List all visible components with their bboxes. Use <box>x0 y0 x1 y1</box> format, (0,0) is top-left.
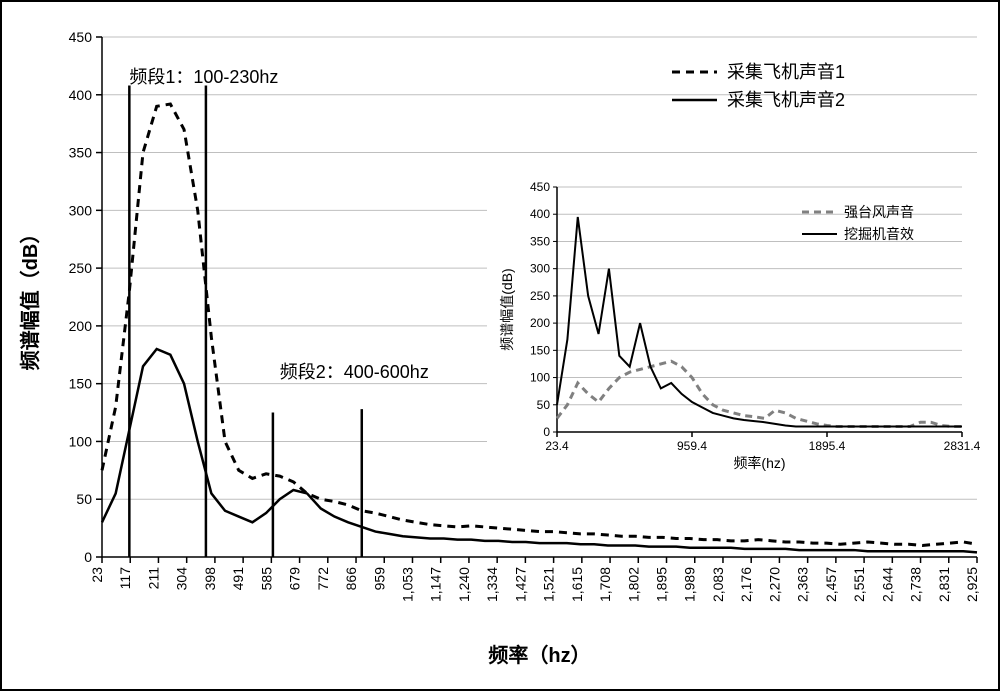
svg-text:1,615: 1,615 <box>569 567 585 602</box>
svg-text:2,925: 2,925 <box>964 567 980 602</box>
chart-container: 0 50 100 150 200 250 300 350 400 450 23 117 211 304 39… <box>0 0 1000 691</box>
svg-text:350: 350 <box>530 234 550 248</box>
svg-text:491: 491 <box>230 567 246 591</box>
svg-text:250: 250 <box>530 289 550 303</box>
main-chart-svg: 0 50 100 150 200 250 300 350 400 450 23 117 211 304 39… <box>2 2 1000 693</box>
svg-text:300: 300 <box>69 202 93 218</box>
svg-text:挖掘机音效: 挖掘机音效 <box>844 226 914 242</box>
svg-text:959.4: 959.4 <box>677 439 707 453</box>
svg-text:150: 150 <box>69 376 93 392</box>
svg-text:1,989: 1,989 <box>682 567 698 602</box>
svg-text:2,363: 2,363 <box>795 567 811 602</box>
svg-text:959: 959 <box>371 567 387 591</box>
svg-text:1,521: 1,521 <box>541 567 557 602</box>
svg-text:2,738: 2,738 <box>908 567 924 602</box>
svg-text:2,083: 2,083 <box>710 567 726 602</box>
svg-text:频段1：100-230hz: 频段1：100-230hz <box>129 67 278 87</box>
svg-text:频谱幅值(dB): 频谱幅值(dB) <box>499 268 515 350</box>
svg-text:304: 304 <box>174 567 190 591</box>
svg-text:398: 398 <box>202 567 218 591</box>
svg-text:117: 117 <box>117 567 133 590</box>
svg-text:450: 450 <box>530 180 550 194</box>
svg-text:频率（hz）: 频率（hz） <box>488 643 590 667</box>
svg-text:1895.4: 1895.4 <box>809 439 846 453</box>
svg-text:2,644: 2,644 <box>879 567 895 602</box>
svg-text:350: 350 <box>69 145 93 161</box>
svg-text:采集飞机声音2: 采集飞机声音2 <box>727 90 845 110</box>
svg-text:50: 50 <box>537 398 551 412</box>
svg-text:23: 23 <box>89 567 105 583</box>
svg-text:2,831: 2,831 <box>936 567 952 602</box>
svg-text:1,147: 1,147 <box>428 567 444 602</box>
svg-text:1,334: 1,334 <box>484 567 500 602</box>
svg-text:250: 250 <box>69 260 93 276</box>
svg-text:频谱幅值（dB）: 频谱幅值（dB） <box>18 224 42 371</box>
svg-text:400: 400 <box>530 207 550 221</box>
svg-text:2831.4: 2831.4 <box>944 439 981 453</box>
svg-text:100: 100 <box>69 433 93 449</box>
svg-text:强台风声音: 强台风声音 <box>844 204 914 220</box>
svg-text:211: 211 <box>145 567 161 590</box>
svg-text:200: 200 <box>530 316 550 330</box>
svg-text:1,053: 1,053 <box>399 567 415 602</box>
svg-text:585: 585 <box>258 567 274 591</box>
svg-text:2,270: 2,270 <box>766 567 782 602</box>
svg-text:150: 150 <box>530 343 550 357</box>
svg-text:频段2：400-600hz: 频段2：400-600hz <box>280 362 429 382</box>
svg-text:2,551: 2,551 <box>851 567 867 602</box>
svg-text:1,708: 1,708 <box>597 567 613 602</box>
svg-text:100: 100 <box>530 371 550 385</box>
svg-text:200: 200 <box>69 318 93 334</box>
svg-text:0: 0 <box>84 549 92 565</box>
svg-text:2,176: 2,176 <box>738 567 754 602</box>
svg-text:866: 866 <box>343 567 359 591</box>
svg-text:300: 300 <box>530 262 550 276</box>
svg-text:772: 772 <box>315 567 331 591</box>
svg-text:1,895: 1,895 <box>654 567 670 602</box>
svg-text:2,457: 2,457 <box>823 567 839 602</box>
svg-text:1,427: 1,427 <box>512 567 528 602</box>
svg-text:1,802: 1,802 <box>625 567 641 602</box>
svg-text:采集飞机声音1: 采集飞机声音1 <box>727 62 845 82</box>
svg-text:23.4: 23.4 <box>545 439 569 453</box>
svg-text:679: 679 <box>287 567 303 591</box>
svg-text:0: 0 <box>543 425 550 439</box>
svg-text:1,240: 1,240 <box>456 567 472 602</box>
svg-text:450: 450 <box>69 29 93 45</box>
svg-text:50: 50 <box>76 491 92 507</box>
svg-text:400: 400 <box>69 87 93 103</box>
svg-text:频率(hz): 频率(hz) <box>733 455 785 471</box>
